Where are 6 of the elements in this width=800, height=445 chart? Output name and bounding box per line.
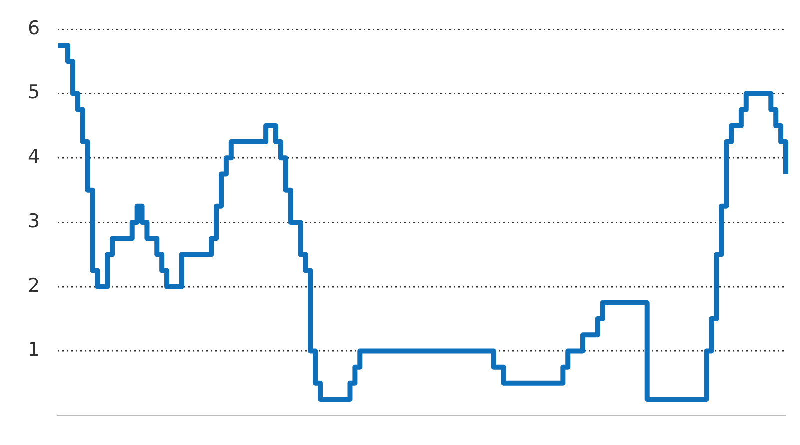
- y-tick-label: 1: [28, 339, 40, 362]
- y-tick-label: 6: [28, 17, 40, 40]
- y-tick-label: 5: [28, 82, 40, 104]
- y-tick-label: 4: [28, 146, 40, 168]
- y-tick-label: 2: [28, 274, 40, 297]
- y-tick-label: 3: [28, 210, 40, 232]
